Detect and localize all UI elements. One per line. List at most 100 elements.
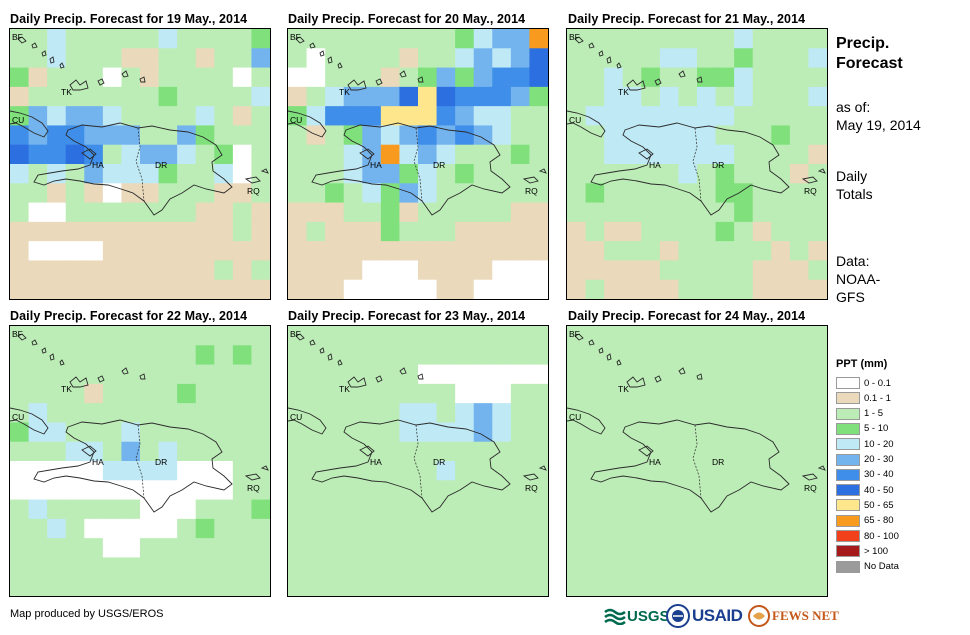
- precip-cell: [306, 518, 326, 539]
- coastline-path: [598, 50, 604, 57]
- precip-cell: [641, 86, 661, 107]
- precip-cell: [529, 125, 548, 146]
- precip-cell: [140, 383, 160, 404]
- precip-cell: [325, 557, 345, 578]
- precip-cell: [288, 241, 308, 262]
- legend-label: 30 - 40: [864, 469, 894, 481]
- precip-cell: [10, 164, 30, 184]
- precip-cell: [752, 164, 772, 184]
- precip-cell: [510, 538, 531, 559]
- precip-cell: [362, 183, 382, 204]
- precip-cell: [306, 422, 326, 443]
- precip-cell: [399, 164, 419, 184]
- precip-cell: [473, 106, 493, 127]
- precip-cell: [473, 125, 493, 146]
- precip-cell: [436, 29, 456, 49]
- place-label-cu: CU: [290, 412, 303, 422]
- coastline: [10, 36, 269, 216]
- precip-cell: [604, 106, 624, 127]
- precip-cell: [585, 260, 605, 281]
- legend-item: 80 - 100: [836, 529, 899, 543]
- precip-cell: [65, 345, 85, 366]
- map-credit: Map produced by USGS/EROS: [10, 608, 164, 620]
- precip-cell: [585, 241, 605, 262]
- fewsnet-logo: FEWS NET: [748, 603, 839, 629]
- precip-cell: [492, 364, 512, 385]
- precip-cell: [659, 576, 680, 596]
- precip-cell: [251, 106, 270, 127]
- precip-cell: [325, 538, 345, 559]
- precip-cell: [28, 441, 48, 462]
- precip-cell: [752, 557, 772, 578]
- coastline-path: [399, 367, 407, 375]
- precip-cell: [752, 221, 772, 242]
- precip-cell: [510, 326, 531, 346]
- precip-cell: [659, 86, 680, 107]
- precip-cell: [715, 67, 735, 88]
- precip-cell: [195, 422, 215, 443]
- precip-cell: [585, 144, 605, 165]
- precip-cell: [140, 538, 160, 559]
- precip-cell: [659, 441, 680, 462]
- precip-cell: [343, 422, 363, 443]
- precip-cell: [10, 67, 30, 88]
- precip-cell: [251, 221, 270, 242]
- legend-item: 40 - 50: [836, 483, 894, 497]
- precip-cell: [362, 86, 382, 107]
- precip-cell: [140, 48, 160, 69]
- precip-cell: [715, 279, 735, 299]
- precip-cell: [567, 183, 587, 204]
- precip-cell: [65, 403, 85, 424]
- place-label-dr: DR: [433, 457, 446, 467]
- precip-cell: [343, 499, 363, 520]
- precip-cell: [808, 279, 827, 299]
- precip-cell: [84, 499, 104, 520]
- precip-cell: [585, 576, 605, 596]
- precip-cell: [102, 403, 123, 424]
- precip-cell: [492, 241, 512, 262]
- place-label-dr: DR: [712, 457, 725, 467]
- precip-cell: [380, 403, 401, 424]
- precip-cell: [734, 576, 754, 596]
- precip-cell: [734, 260, 754, 281]
- precip-cell: [121, 279, 141, 299]
- coastline-path: [567, 110, 606, 138]
- precip-cell: [10, 260, 30, 281]
- precip-cell: [158, 221, 178, 242]
- coastline-path: [31, 42, 38, 49]
- precip-cell: [678, 106, 698, 127]
- precip-cell: [65, 422, 85, 443]
- precip-cell: [140, 125, 160, 146]
- precip-cell: [418, 576, 438, 596]
- precip-cell: [510, 67, 531, 88]
- precip-cell: [418, 67, 438, 88]
- precip-cell: [121, 125, 141, 146]
- coastline-path: [359, 148, 375, 160]
- precip-cell: [121, 383, 141, 404]
- precip-cell: [65, 576, 85, 596]
- precip-cell: [10, 106, 30, 127]
- precip-cell: [752, 422, 772, 443]
- precip-cell: [65, 326, 85, 346]
- legend-item: 0.1 - 1: [836, 391, 891, 405]
- precip-cell: [418, 383, 438, 404]
- precip-cell: [288, 279, 308, 299]
- precip-cell: [585, 441, 605, 462]
- coastline-path: [311, 122, 511, 216]
- place-label-tk: TK: [61, 384, 72, 394]
- legend-item: No Data: [836, 560, 899, 574]
- precip-cell: [288, 221, 308, 242]
- precip-cell: [195, 241, 215, 262]
- precip-cell: [28, 538, 48, 559]
- precip-cell: [473, 48, 493, 69]
- precip-cell: [306, 106, 326, 127]
- precip-cell: [362, 241, 382, 262]
- precip-cell: [177, 48, 197, 69]
- legend-swatch: [836, 422, 860, 435]
- precip-cell: [325, 480, 345, 501]
- precip-cell: [473, 279, 493, 299]
- precip-cell: [678, 576, 698, 596]
- precip-cell: [529, 499, 548, 520]
- place-label-cu: CU: [290, 115, 303, 125]
- precip-cell: [808, 364, 827, 385]
